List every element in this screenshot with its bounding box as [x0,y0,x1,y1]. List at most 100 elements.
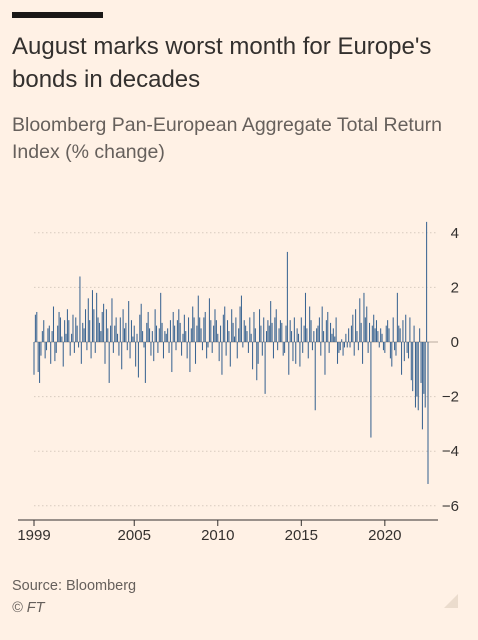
y-tick-label: −4 [442,443,459,460]
bar [267,320,269,342]
bar [352,314,354,342]
bar [317,325,319,342]
bar [40,342,42,356]
bar [153,342,155,362]
bar [377,331,379,342]
bar [133,325,135,342]
bar [252,342,254,370]
bar [172,311,174,342]
bar [356,331,358,342]
bar [157,342,159,353]
bar [289,320,291,342]
bar [54,342,56,362]
bar [167,328,169,342]
bar [46,342,48,351]
bar [142,331,144,342]
bar [194,342,197,364]
bar [339,342,341,351]
bar [61,336,63,342]
bar [57,325,59,342]
bar [288,342,290,375]
bar [350,325,352,342]
bar [136,333,138,342]
bar [78,342,80,348]
bar [405,314,407,342]
bar [182,333,184,342]
bar [44,342,46,359]
bar [259,309,261,342]
bar [161,322,163,342]
bar [103,303,105,342]
bar [409,317,411,342]
bar [192,306,194,342]
bar [84,309,87,342]
bar [200,328,202,342]
bar [220,325,222,342]
bar [403,342,405,362]
y-tick-label: 2 [451,279,459,296]
bar [279,320,281,342]
bar [196,325,198,342]
bar [125,322,127,342]
bar [150,342,152,356]
bar [154,309,156,342]
bar [47,328,49,342]
bar [278,328,280,342]
bar [272,342,274,359]
bar [378,342,380,348]
bar [367,342,369,353]
bar [360,322,362,342]
bar [75,317,77,342]
bar [126,342,128,351]
bar [263,317,265,342]
bar [265,331,268,342]
bar [371,325,373,342]
bar [250,333,252,342]
bar [193,317,195,342]
bar [236,342,238,359]
bar [171,342,173,373]
bar [291,331,293,342]
bar [206,342,208,359]
bar [314,342,316,411]
bar [417,342,419,411]
bar [174,325,176,342]
bar [37,342,39,373]
bar [321,306,323,342]
bar [94,342,96,353]
bar [366,306,368,342]
bar [406,342,408,353]
bar [246,331,248,342]
y-axis: 4 2 0 −2 −4 −6 [442,225,459,515]
bar [224,306,226,342]
bar [293,317,295,342]
y-tick-label: −2 [442,389,459,406]
bar [295,342,297,364]
bar [39,342,41,383]
bar [52,306,55,342]
bar [48,325,50,342]
source-note: Source: Bloomberg [12,578,137,594]
bar [421,342,423,430]
bar [114,325,116,342]
bar [374,328,376,342]
x-axis: 1999 2005 2010 2015 2020 [17,519,438,544]
bar [357,342,359,351]
bar [373,314,375,342]
bar [229,342,231,367]
bar [285,325,287,342]
bar [143,342,145,348]
bar [261,342,263,356]
bar [364,317,366,342]
bar [375,320,378,342]
bar [73,342,75,353]
bar [162,342,164,359]
bar [300,317,302,342]
bar [176,320,178,342]
bar [412,342,414,392]
bar [168,342,170,353]
bar [410,342,412,381]
bar [231,309,233,342]
bar [349,342,351,348]
bar [58,311,60,342]
